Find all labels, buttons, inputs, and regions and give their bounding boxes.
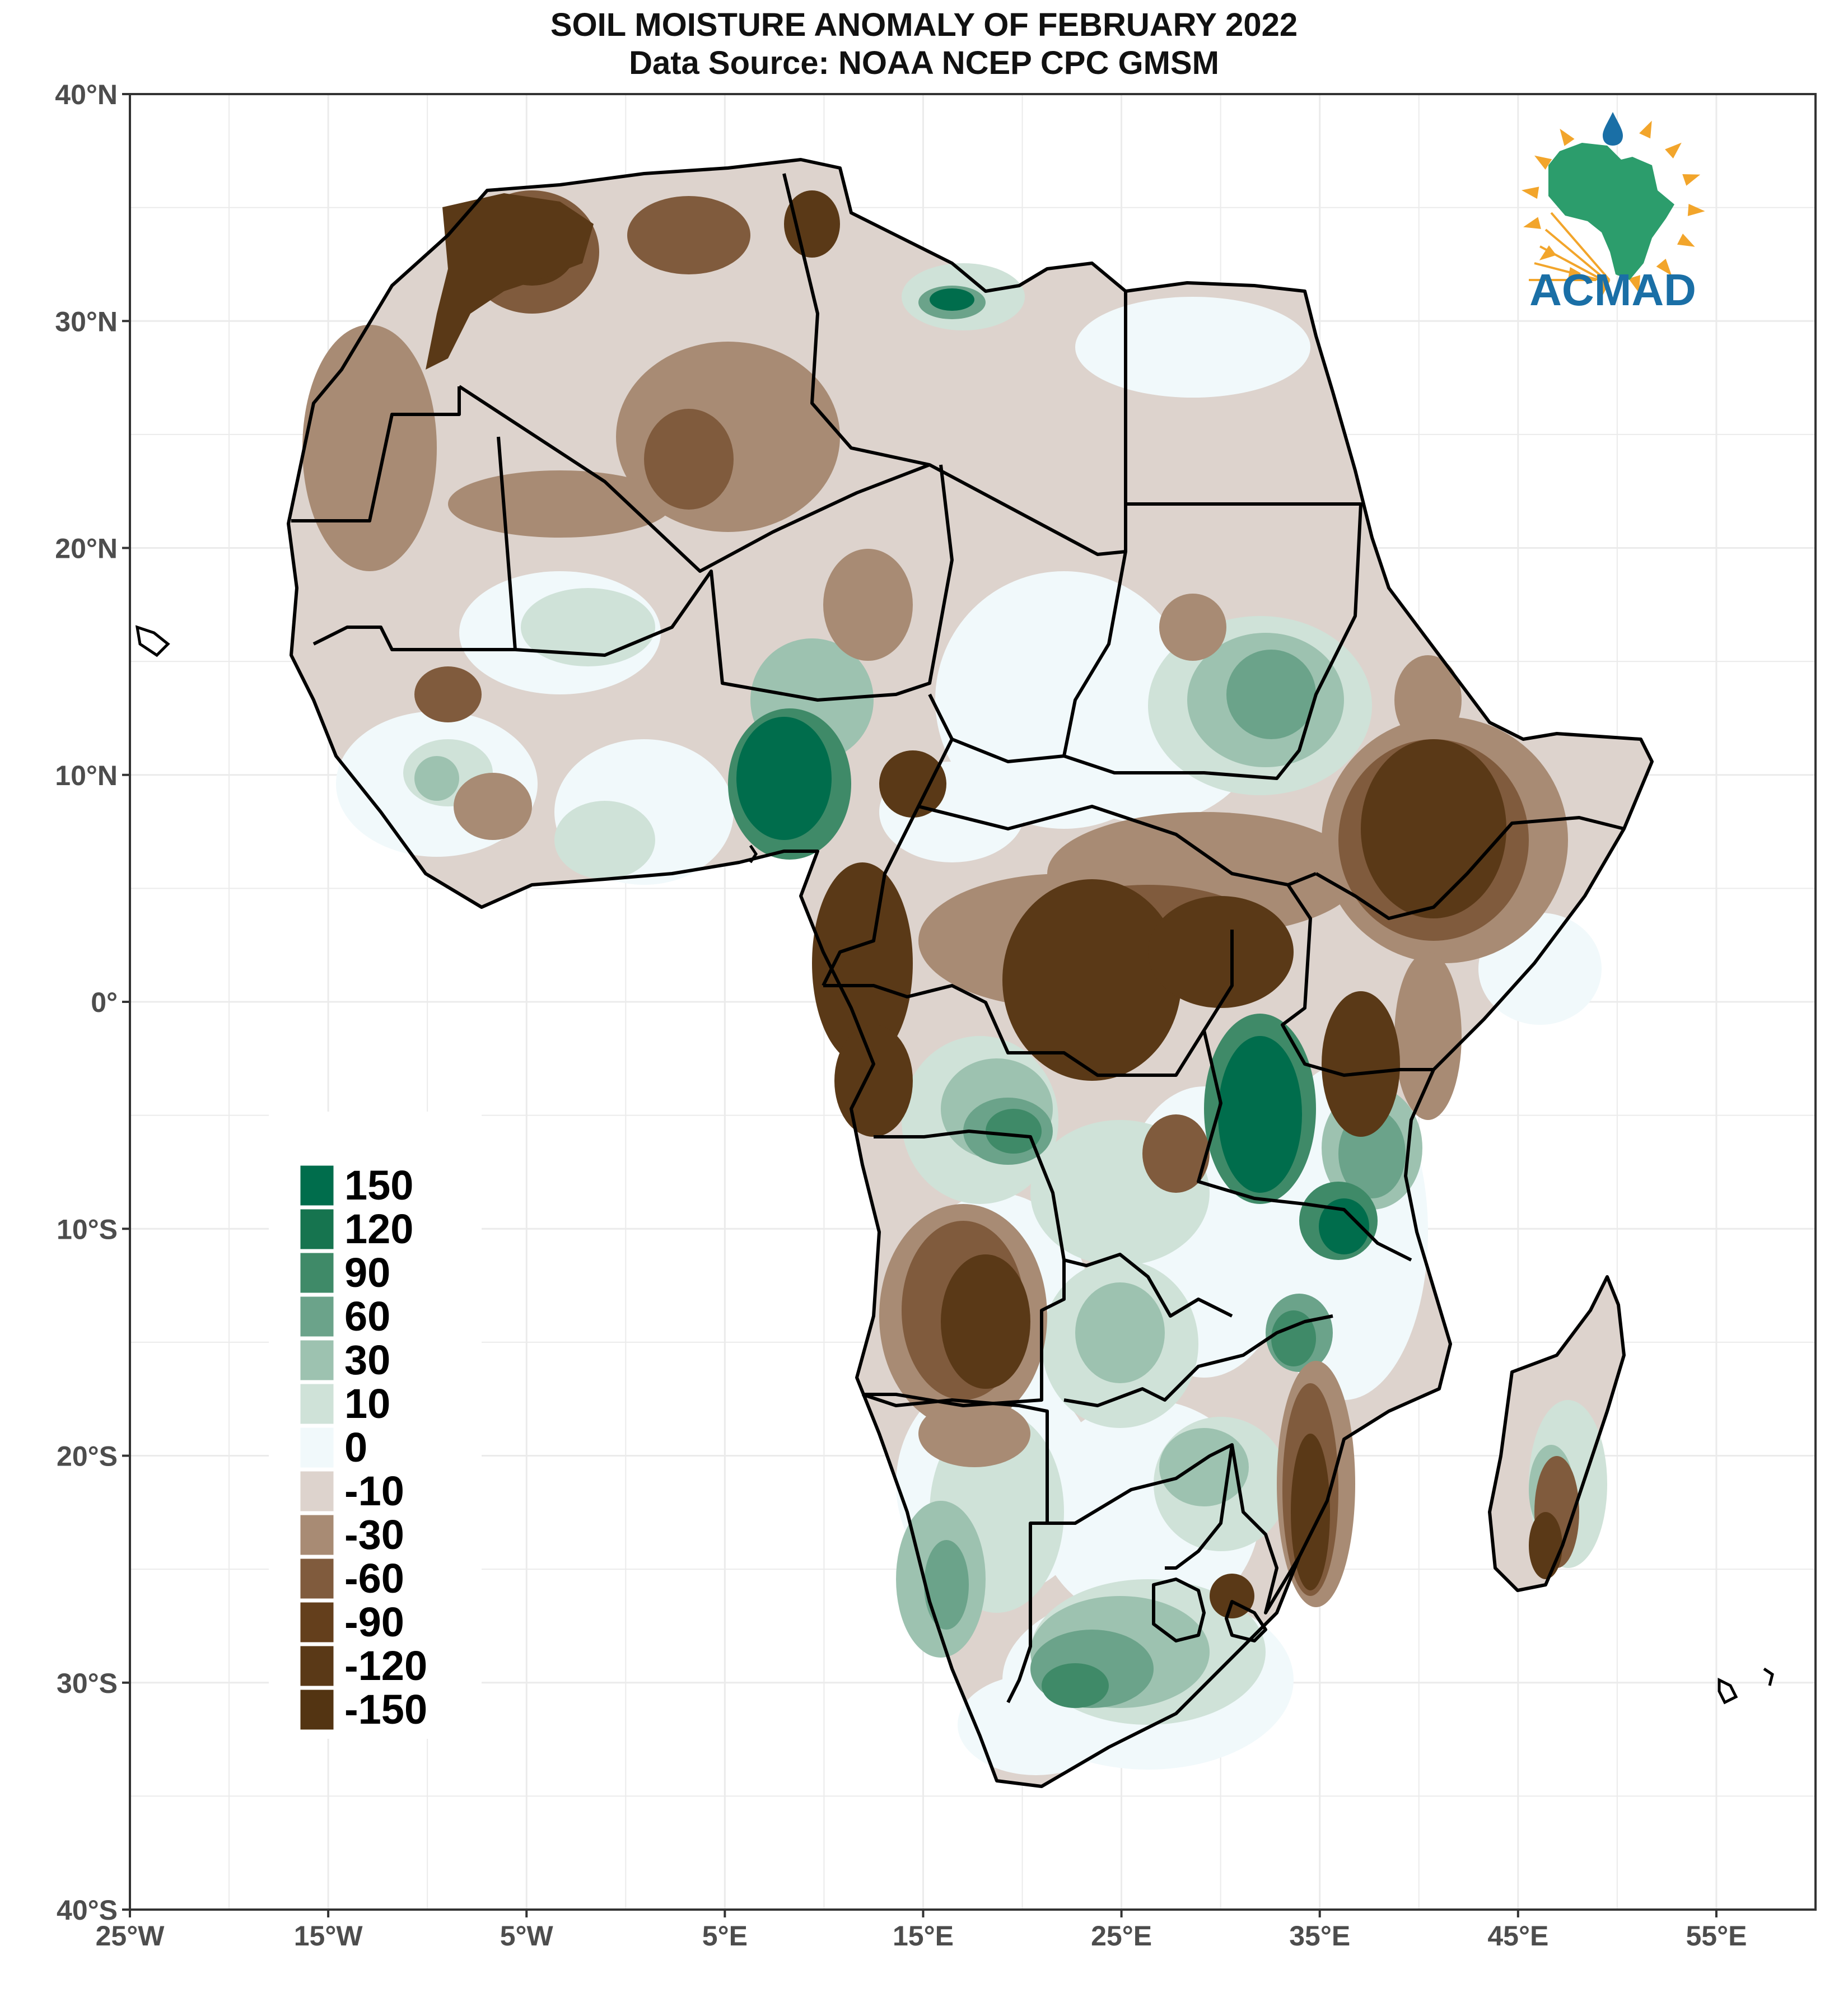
sun-ray <box>1521 186 1539 199</box>
sun-stripe <box>1539 245 1603 281</box>
lat-tick-label: 20°N <box>55 533 118 564</box>
lon-tick-label: 15°W <box>294 1920 363 1952</box>
acmad-logo-text: ACMAD <box>1529 265 1696 315</box>
sun-rays-icon <box>1521 120 1705 296</box>
legend-label: -60 <box>344 1555 404 1602</box>
legend-label: -30 <box>344 1511 404 1558</box>
anomaly-northwest-drought <box>426 193 594 370</box>
legend-swatch <box>298 1644 335 1688</box>
lat-tick-label: 10°S <box>57 1214 118 1245</box>
anomaly-150-regions <box>736 288 1369 1254</box>
lat-tick-label: 20°S <box>57 1441 118 1472</box>
lon-tick-label: 55°E <box>1686 1920 1747 1952</box>
map-title: SOIL MOISTURE ANOMALY OF FEBRUARY 2022 <box>550 7 1298 43</box>
anomaly-field <box>288 160 1652 1786</box>
legend-swatch <box>298 1338 335 1382</box>
sun-stripe <box>1550 212 1611 281</box>
sun-ray <box>1656 258 1672 276</box>
sun-ray <box>1523 217 1541 229</box>
lat-tick-label: 0° <box>91 987 118 1018</box>
sun-ray <box>1539 245 1557 261</box>
lon-tick-label: 5°E <box>702 1920 748 1952</box>
lon-tick-label: 35°E <box>1289 1920 1350 1952</box>
sun-ray <box>1665 142 1682 158</box>
lon-tick-label: 45°E <box>1487 1920 1548 1952</box>
legend-swatch <box>298 1600 335 1644</box>
sun-ray <box>1534 155 1552 170</box>
sun-stripe <box>1534 262 1600 281</box>
sun-ray <box>1560 128 1575 146</box>
acmad-logo: ACMAD <box>1521 112 1705 315</box>
sun-ray <box>1598 278 1611 296</box>
legend-swatch <box>298 1688 335 1732</box>
lon-tick-label: 5°W <box>500 1920 554 1952</box>
latitude-axis: 40°N 30°N 20°N 10°N 0° 10°S 20°S 30°S 40°S <box>55 79 130 1926</box>
legend-label: 60 <box>344 1293 390 1340</box>
legend-label: -120 <box>344 1642 427 1689</box>
legend-label: 120 <box>344 1206 413 1252</box>
legend-label: 10 <box>344 1380 390 1427</box>
legend-label: -150 <box>344 1686 427 1733</box>
country-borders <box>287 158 1654 1788</box>
legend-swatch <box>298 1469 335 1513</box>
legend-label: -90 <box>344 1599 404 1645</box>
lat-tick-label: 40°S <box>57 1894 118 1926</box>
lat-tick-label: 30°S <box>57 1668 118 1699</box>
sun-ray <box>1687 203 1705 216</box>
sun-ray <box>1639 120 1652 139</box>
lon-tick-label: 25°W <box>96 1920 165 1952</box>
legend-swatch <box>298 1513 335 1557</box>
sun-ray <box>1682 174 1701 186</box>
raindrop-icon <box>1603 112 1623 146</box>
lon-tick-label: 15°E <box>893 1920 954 1952</box>
legend-swatch <box>298 1164 335 1207</box>
legend-swatch <box>298 1295 335 1338</box>
map-subtitle: Data Source: NOAA NCEP CPC GMSM <box>629 45 1219 81</box>
lat-tick-label: 40°N <box>55 79 118 110</box>
lat-tick-label: 10°N <box>55 760 118 791</box>
legend-swatch <box>298 1251 335 1295</box>
legend-swatch <box>298 1426 335 1469</box>
longitude-axis: 25°W 15°W 5°W 5°E 15°E 25°E 35°E 45°E 55°E <box>96 1910 1747 1952</box>
sun-stripe <box>1544 228 1607 281</box>
legend-label: 0 <box>344 1424 367 1471</box>
islands <box>135 625 1774 1705</box>
lat-tick-label: 30°N <box>55 306 118 337</box>
legend-swatch <box>298 1207 335 1251</box>
sun-ray <box>1677 234 1695 247</box>
sun-ray <box>1628 275 1640 293</box>
legend-label: 30 <box>344 1337 390 1383</box>
legend-label: -10 <box>344 1468 404 1514</box>
legend-label: 150 <box>344 1162 413 1208</box>
legend-swatch <box>298 1382 335 1426</box>
africa-logo-icon <box>1548 143 1674 280</box>
legend-label: 90 <box>344 1249 390 1296</box>
legend-swatch <box>298 1557 335 1600</box>
lon-tick-label: 25°E <box>1091 1920 1152 1952</box>
